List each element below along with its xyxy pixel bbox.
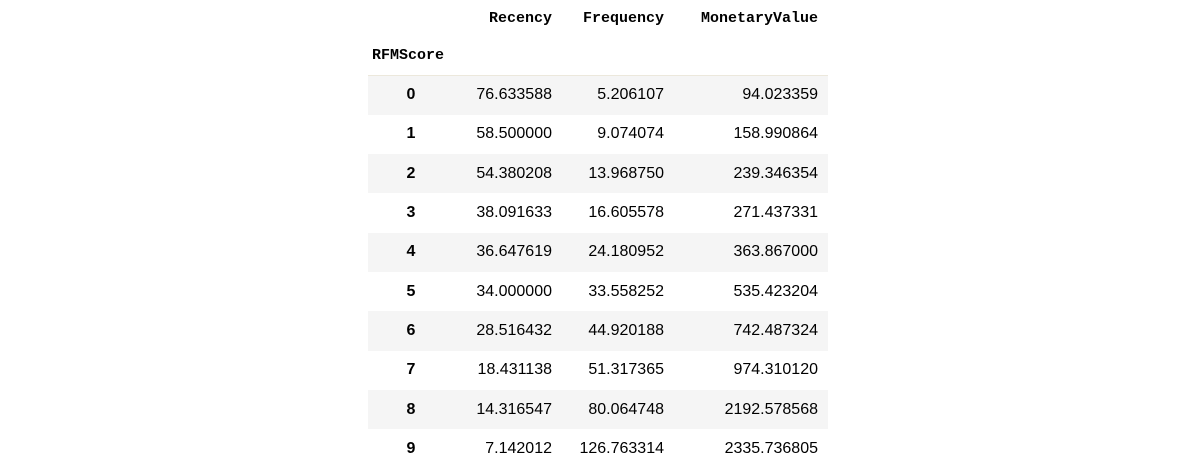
cell-monetary-value: 535.423204 [733, 282, 818, 300]
cell-monetary-value: 94.023359 [742, 86, 818, 104]
cell-frequency: 126.763314 [579, 439, 664, 457]
cell-monetary-value: 363.867000 [733, 243, 818, 261]
row-index: 0 [406, 86, 416, 104]
table-row: 9 7.142012 126.763314 2335.736805 [368, 429, 828, 469]
blank-corner-cell [368, 0, 460, 36]
row-index: 8 [406, 400, 416, 418]
cell-frequency: 13.968750 [588, 164, 664, 182]
cell-recency: 34.000000 [476, 282, 552, 300]
cell-frequency: 16.605578 [588, 204, 664, 222]
cell-recency: 54.380208 [476, 164, 552, 182]
table-row: 4 36.647619 24.180952 363.867000 [368, 232, 828, 272]
cell-monetary-value: 239.346354 [733, 164, 818, 182]
cell-frequency: 51.317365 [588, 361, 664, 379]
cell-frequency: 33.558252 [588, 282, 664, 300]
table-row: 6 28.516432 44.920188 742.487324 [368, 311, 828, 351]
column-header-recency: Recency [488, 9, 552, 27]
row-index: 3 [406, 204, 416, 222]
rfm-score-table: Recency Frequency MonetaryValue RFMScore… [368, 0, 828, 469]
column-header-monetary-value: MonetaryValue [700, 9, 818, 27]
row-index: 9 [406, 439, 416, 457]
index-name-row: RFMScore [368, 36, 828, 76]
cell-recency: 28.516432 [476, 321, 552, 339]
table-row: 2 54.380208 13.968750 239.346354 [368, 154, 828, 194]
table-row: 8 14.316547 80.064748 2192.578568 [368, 389, 828, 430]
row-index: 4 [406, 243, 416, 261]
cell-frequency: 5.206107 [597, 86, 664, 104]
cell-monetary-value: 2335.736805 [724, 439, 818, 457]
cell-recency: 36.647619 [476, 243, 552, 261]
cell-monetary-value: 742.487324 [733, 321, 818, 339]
table-row: 0 76.633588 5.206107 94.023359 [368, 75, 828, 115]
cell-recency: 7.142012 [485, 439, 552, 457]
column-header-frequency: Frequency [582, 9, 664, 27]
blank-header-cell [562, 36, 674, 76]
cell-recency: 18.431138 [477, 361, 552, 379]
table-row: 3 38.091633 16.605578 271.437331 [368, 193, 828, 233]
row-index: 7 [406, 361, 416, 379]
cell-recency: 38.091633 [476, 204, 552, 222]
row-index: 2 [406, 164, 416, 182]
row-index: 5 [406, 282, 416, 300]
cell-monetary-value: 158.990864 [733, 125, 818, 143]
index-name-header: RFMScore [368, 36, 460, 76]
cell-monetary-value: 974.310120 [733, 361, 818, 379]
table-row: 1 58.500000 9.074074 158.990864 [368, 114, 828, 155]
table-row: 5 34.000000 33.558252 535.423204 [368, 271, 828, 312]
cell-recency: 58.500000 [476, 125, 552, 143]
column-header-row: Recency Frequency MonetaryValue [368, 0, 828, 36]
row-index: 1 [406, 125, 416, 143]
blank-header-cell [674, 36, 828, 76]
cell-monetary-value: 2192.578568 [724, 400, 818, 418]
cell-monetary-value: 271.437331 [733, 204, 818, 222]
cell-frequency: 80.064748 [588, 400, 664, 418]
cell-frequency: 44.920188 [588, 321, 664, 339]
row-index: 6 [406, 321, 416, 339]
table-body: 0 76.633588 5.206107 94.023359 1 58.5000… [368, 75, 828, 469]
cell-frequency: 24.180952 [588, 243, 664, 261]
cell-frequency: 9.074074 [597, 125, 664, 143]
cell-recency: 76.633588 [476, 86, 552, 104]
cell-recency: 14.316547 [476, 400, 552, 418]
blank-header-cell [460, 36, 562, 76]
table-row: 7 18.431138 51.317365 974.310120 [368, 350, 828, 390]
